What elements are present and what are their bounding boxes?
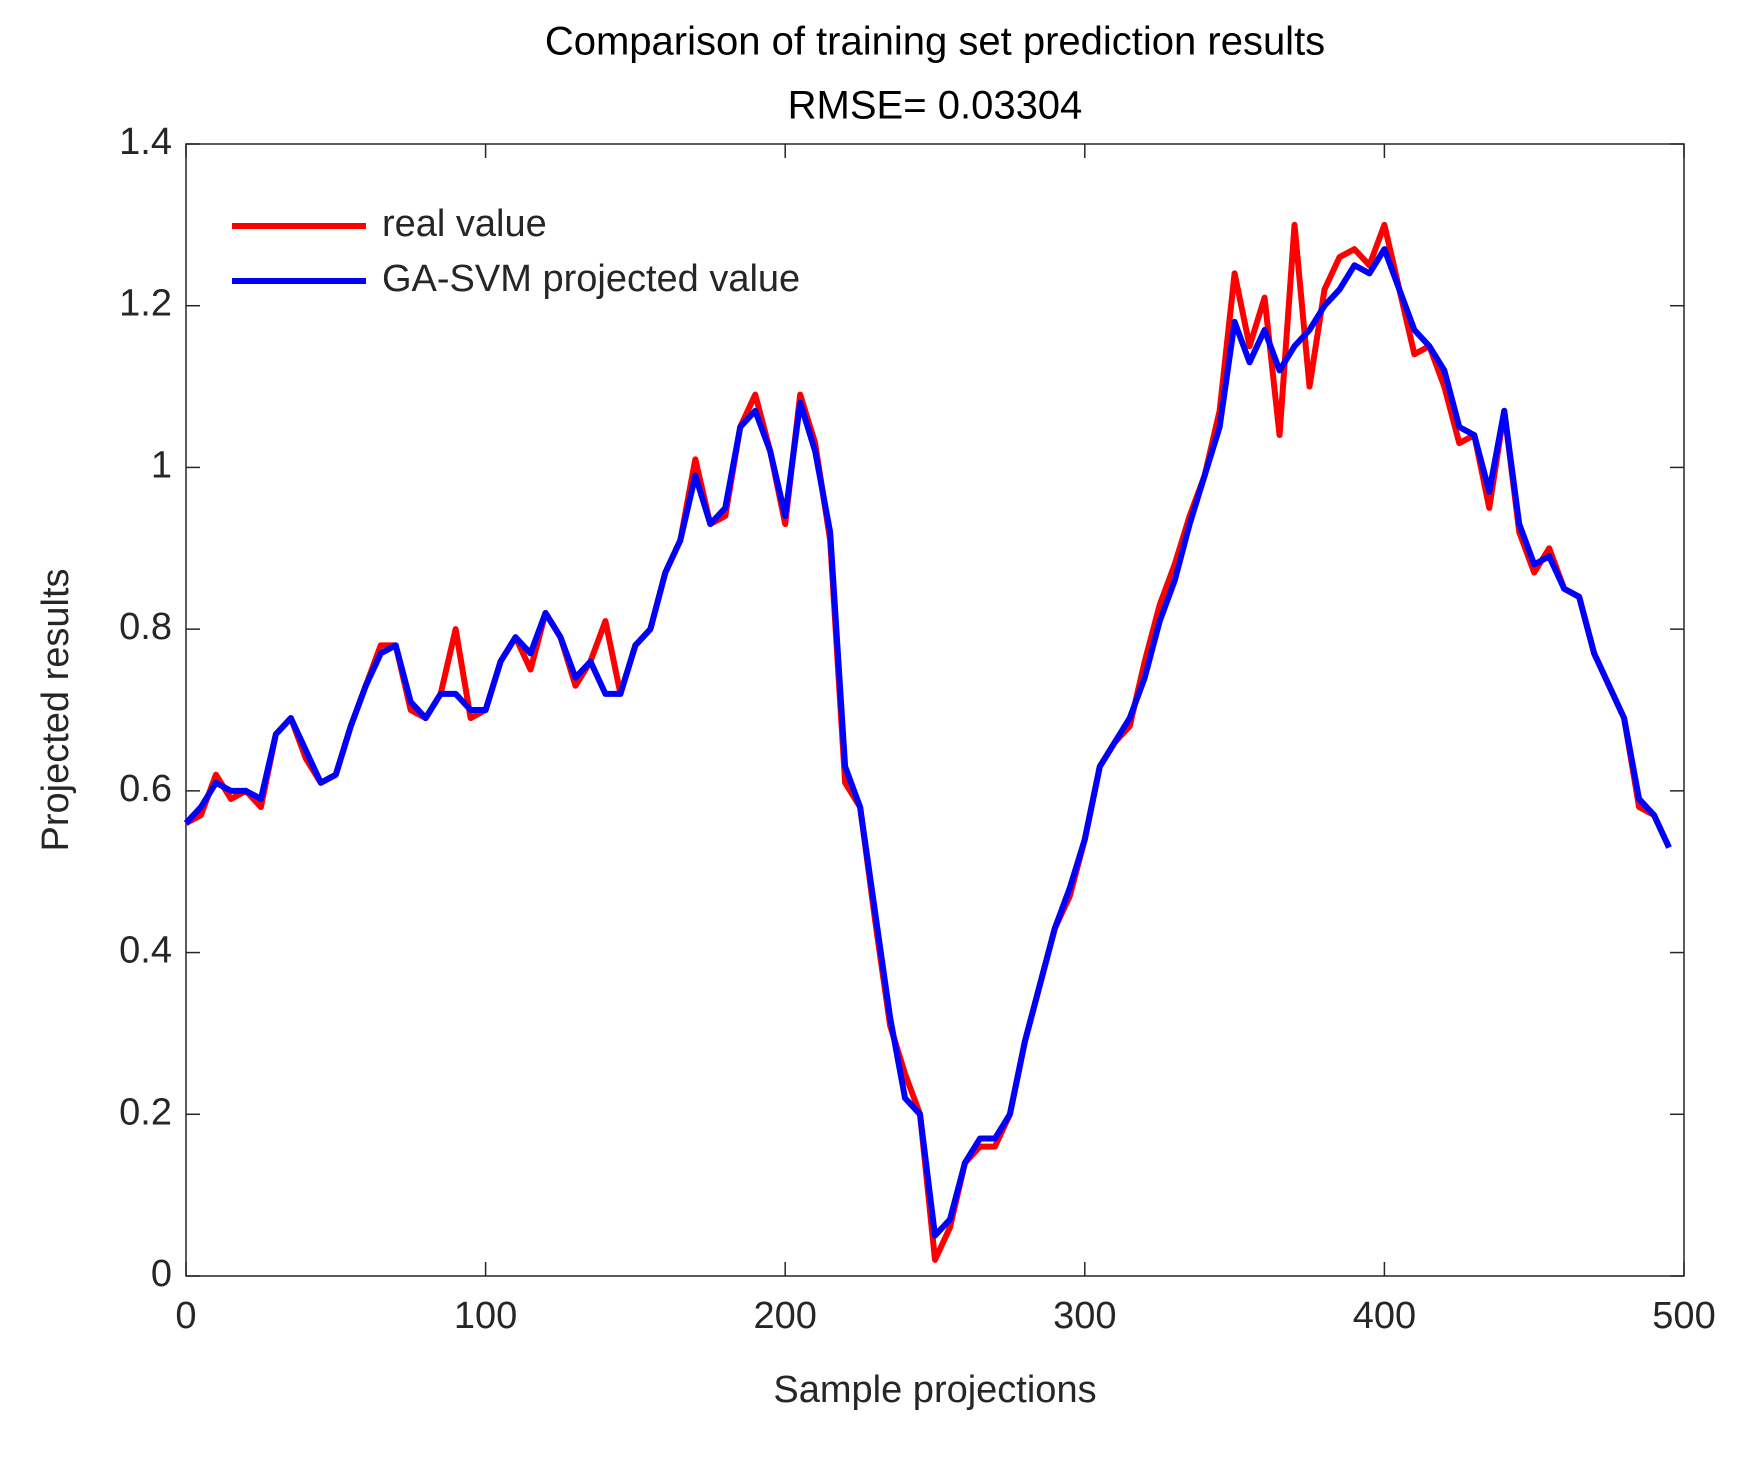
- x-tick-label: 100: [454, 1295, 517, 1337]
- chart-title: Comparison of training set prediction re…: [545, 20, 1325, 64]
- y-tick-label: 0.8: [119, 606, 172, 648]
- y-tick-label: 0.6: [119, 768, 172, 810]
- plot-area: [185, 143, 1685, 1277]
- y-tick-label: 1.2: [119, 283, 172, 325]
- y-tick-label: 1: [151, 444, 172, 486]
- x-tick-label: 400: [1353, 1295, 1416, 1337]
- y-axis-label: Projected results: [35, 568, 77, 851]
- y-tick-label: 0.4: [119, 930, 172, 972]
- y-tick-label: 0: [151, 1253, 172, 1295]
- x-tick-label: 300: [1053, 1295, 1116, 1337]
- x-tick-label: 0: [175, 1295, 196, 1337]
- legend-label: GA-SVM projected value: [382, 258, 800, 300]
- x-tick-label: 200: [753, 1295, 816, 1337]
- legend-label: real value: [382, 203, 547, 245]
- y-tick-label: 1.4: [119, 121, 172, 163]
- y-tick-label: 0.2: [119, 1091, 172, 1133]
- chart-subtitle: RMSE= 0.03304: [788, 84, 1083, 128]
- series-line: [183, 246, 1672, 1239]
- x-tick-label: 500: [1652, 1295, 1715, 1337]
- x-axis-label: Sample projections: [773, 1369, 1096, 1411]
